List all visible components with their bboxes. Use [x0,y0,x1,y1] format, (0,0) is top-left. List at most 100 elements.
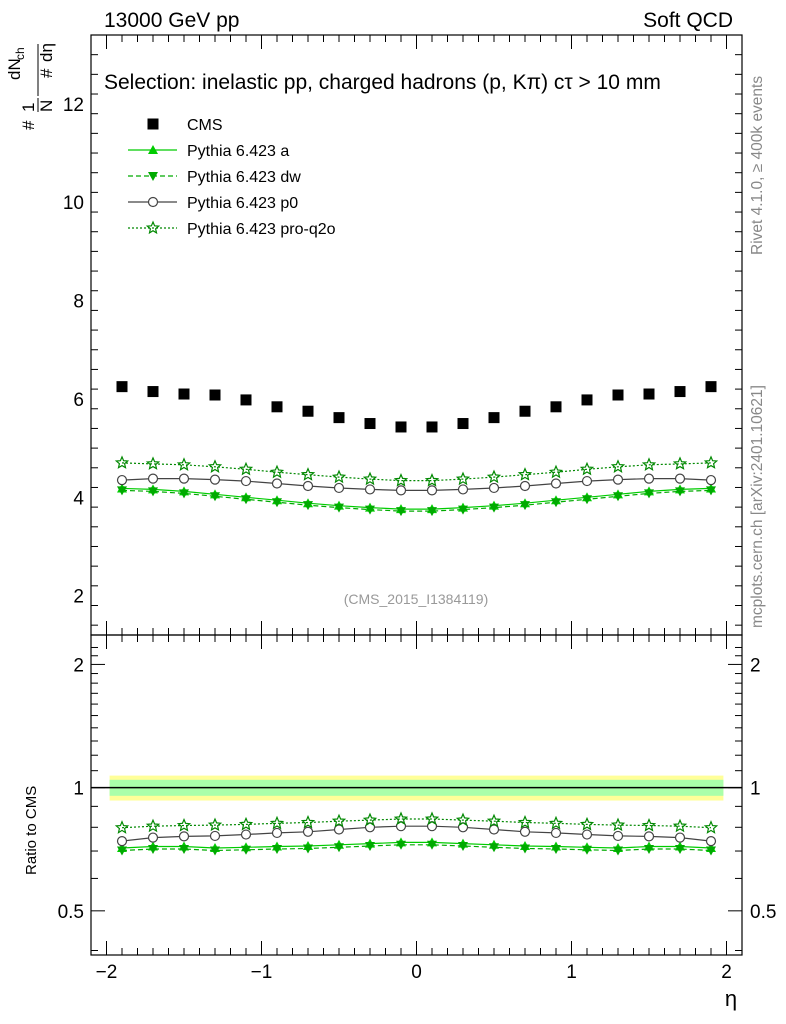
main-ytick-label: 6 [73,390,84,411]
main-point-pythia-6-423-p0 [271,478,283,489]
ratio-point-pythia-6-423-dw [396,840,406,850]
main-point-pythia-6-423-p0 [302,480,314,492]
main-point-pythia-6-423-p0 [674,473,686,484]
legend-item-pythia-6-423-pro-q2o: Pythia 6.423 pro-q2o [128,220,336,238]
ratio-point-pythia-6-423-dw [427,840,437,850]
ratio-point-pythia-6-423-p0 [240,829,252,840]
main-point-pythia-6-423-pro-q2o [145,456,161,470]
main-ytick-label: 4 [73,488,84,509]
main-point-pythia-6-423-dw [489,503,499,513]
main-line-pythia-6-423-p0 [121,478,712,491]
main-ytick-label: 8 [73,292,84,313]
main-point-cms [147,386,159,398]
ratio-point-pythia-6-423-dw [489,843,499,853]
main-series-pythia-6-423-p0 [116,473,717,496]
main-series-pythia-6-423-dw [117,486,716,517]
ratio-point-pythia-6-423-dw [551,845,561,855]
ratio-point-pythia-6-423-pro-q2o [517,814,533,829]
main-point-pythia-6-423-dw [551,498,561,508]
main-point-cms [116,381,128,393]
main-point-pythia-6-423-p0 [488,482,500,494]
ratio-point-pythia-6-423-dw [334,843,344,853]
main-point-pythia-6-423-p0 [643,473,655,484]
ylabel-hash-top: # [19,120,38,130]
main-point-cms [178,388,190,400]
ylabel-N: N [37,100,56,112]
legend-marker [148,145,158,154]
ratio-point-pythia-6-423-pro-q2o [672,818,688,833]
legend-label: Pythia 6.423 dw [187,169,301,186]
ratio-point-pythia-6-423-p0 [116,836,128,847]
main-point-pythia-6-423-dw [365,505,375,515]
main-xticks [90,35,743,635]
ratio-point-pythia-6-423-pro-q2o [393,811,409,826]
main-point-cms [271,401,283,413]
main-point-pythia-6-423-pro-q2o [393,473,409,487]
main-point-cms [240,394,252,406]
ylabel-ch: ch [13,47,27,60]
main-point-pythia-6-423-pro-q2o [548,464,564,479]
legend-label: CMS [187,117,223,134]
main-series-pythia-6-423-a [117,483,716,514]
ratio-point-pythia-6-423-dw [706,846,716,856]
main-ytick-label: 12 [63,95,84,116]
ratio-point-pythia-6-423-pro-q2o [486,813,502,828]
ratio-point-pythia-6-423-p0 [302,826,314,837]
ratio-ytick-label-right: 0.5 [750,902,776,923]
main-point-pythia-6-423-pro-q2o [610,459,626,473]
main-point-pythia-6-423-pro-q2o [424,473,440,487]
ratio-line-pythia-6-423-p0 [121,825,712,842]
ratio-point-pythia-6-423-pro-q2o [362,812,378,827]
main-line-pythia-6-423-dw [121,489,712,512]
main-point-pythia-6-423-dw [675,487,685,497]
ratio-point-pythia-6-423-pro-q2o [114,820,130,834]
ratio-ytick-label-left: 0.5 [58,902,84,923]
ratio-point-pythia-6-423-dw [210,846,220,856]
legend-label: Pythia 6.423 pro-q2o [187,221,336,238]
ratio-point-pythia-6-423-pro-q2o [300,814,316,829]
main-point-pythia-6-423-dw [334,503,344,513]
ratio-point-pythia-6-423-p0 [643,831,655,842]
ratio-ytick-label-right: 1 [750,779,761,800]
ratio-point-pythia-6-423-dw [179,845,189,855]
ratio-point-pythia-6-423-dw [365,842,375,852]
ratio-point-pythia-6-423-dw [675,845,685,855]
main-point-cms [333,412,345,424]
legend-marker [148,172,158,181]
ratio-xtick-label: 2 [721,962,732,983]
ratio-band [91,775,742,801]
main-point-pythia-6-423-pro-q2o [455,471,471,486]
ylabel-deta: dη [37,43,56,62]
legend-item-cms: CMS [147,117,223,134]
main-point-pythia-6-423-pro-q2o [362,471,378,486]
ratio-point-pythia-6-423-dw [117,846,127,856]
ratio-marks [114,811,719,856]
main-point-cms [643,388,655,400]
main-point-pythia-6-423-pro-q2o [517,467,533,481]
ratio-point-pythia-6-423-dw [241,845,251,855]
main-point-pythia-6-423-p0 [426,485,438,496]
main-point-pythia-6-423-dw [644,489,654,499]
main-point-pythia-6-423-pro-q2o [269,464,285,479]
ylabel-hash-bottom: # [37,68,56,78]
main-point-pythia-6-423-pro-q2o [176,457,192,471]
ratio-point-pythia-6-423-pro-q2o [703,820,719,834]
main-selection-title: Selection: inelastic pp, charged hadrons… [104,71,661,94]
main-point-cms [488,412,500,424]
main-point-cms [395,421,407,433]
main-point-pythia-6-423-p0 [333,482,345,494]
main-point-cms [581,394,593,406]
main-point-pythia-6-423-p0 [612,474,624,485]
ratio-point-pythia-6-423-pro-q2o [331,813,347,828]
main-point-cms [426,421,438,433]
main-point-pythia-6-423-p0 [395,485,407,496]
legend-label: Pythia 6.423 p0 [187,195,298,212]
main-point-pythia-6-423-dw [706,486,716,496]
main-panel: 2 4 6 8 10 12 Selection: inelastic pp, charge… [63,34,743,636]
main-point-pythia-6-423-p0 [705,474,717,486]
rivet-version-label: Rivet 4.1.0, ≥ 400k events [749,76,766,255]
main-point-pythia-6-423-pro-q2o [486,469,502,484]
main-point-cms [612,389,624,401]
ratio-point-pythia-6-423-p0 [550,827,562,839]
main-point-pythia-6-423-p0 [581,475,593,487]
